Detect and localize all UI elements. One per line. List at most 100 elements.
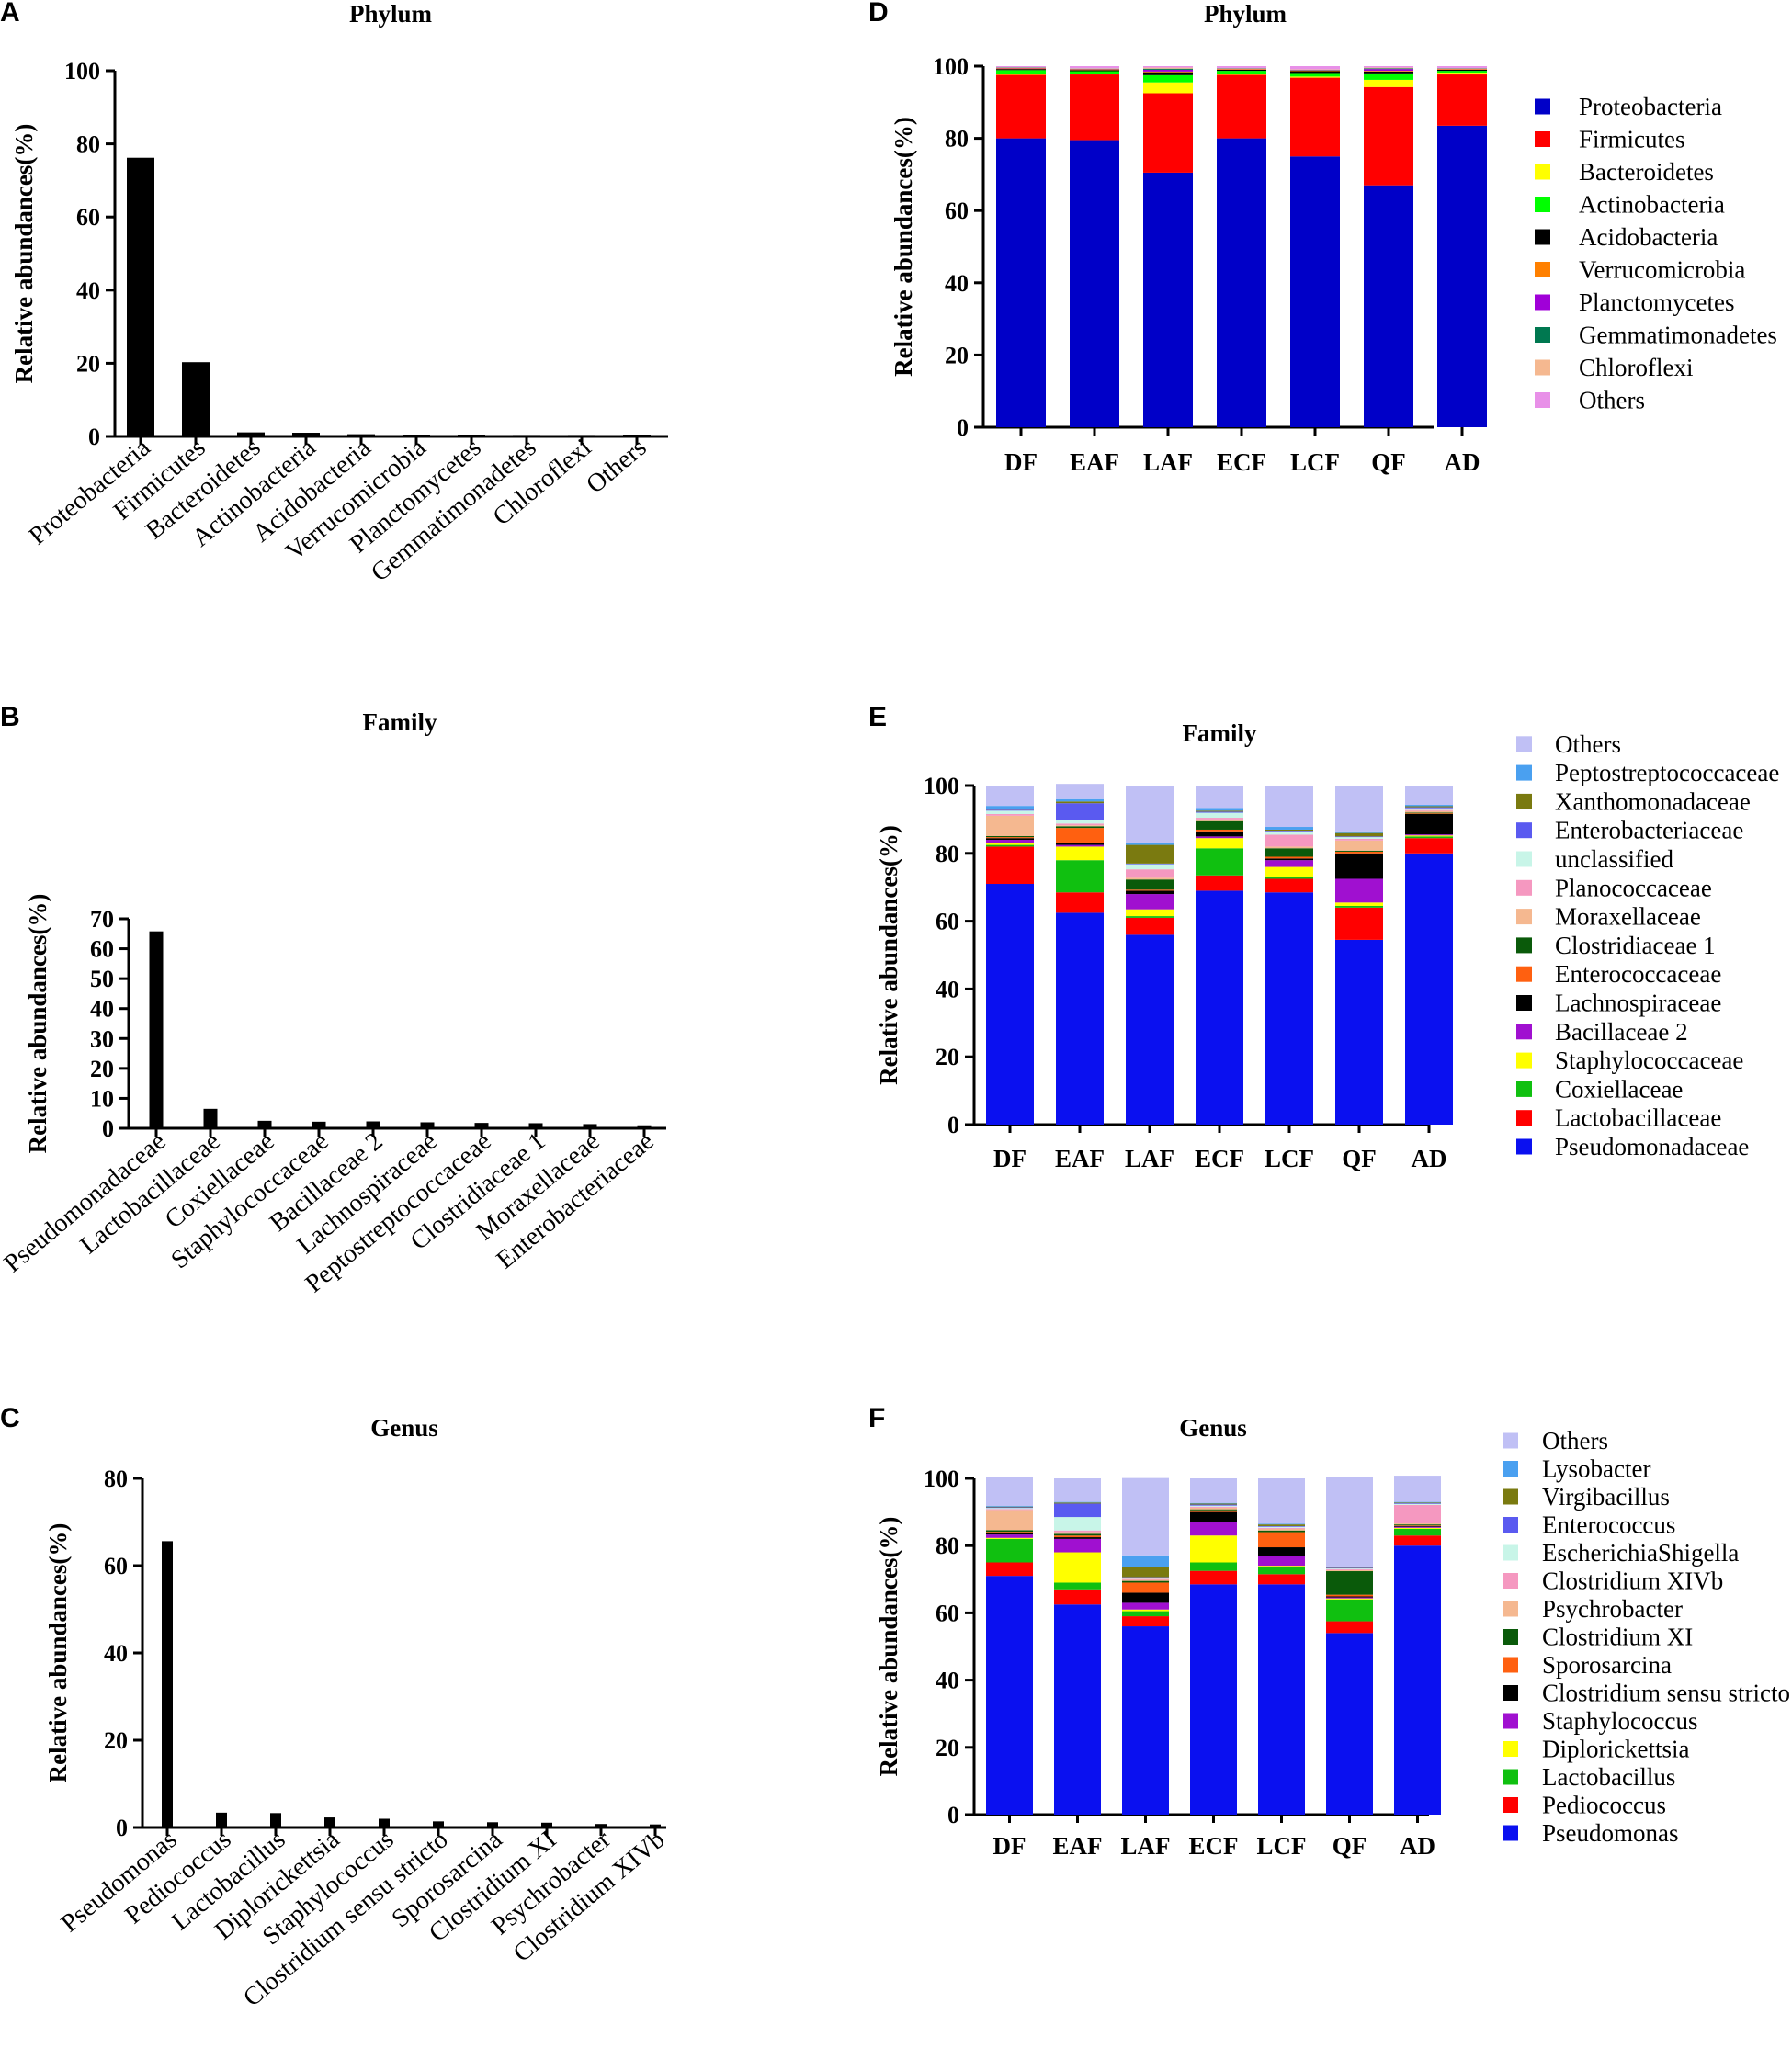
segment-lcf-clostridiaceae-1: [1265, 848, 1313, 857]
segment-df-others: [986, 1477, 1033, 1507]
legend-swatch-staphylococcus: [1503, 1713, 1518, 1729]
segment-ad-staphylococcus: [1394, 1526, 1441, 1528]
segment-lcf-virgibacillus: [1258, 1524, 1305, 1526]
segment-ecf-escherichiashigella: [1190, 1505, 1237, 1507]
y-tick-label: 100: [64, 58, 100, 85]
legend-swatch-xanthomonadaceae: [1516, 793, 1532, 809]
legend-label: Pseudomonadaceae: [1555, 1133, 1749, 1160]
segment-qf-chloroflexi: [1364, 67, 1413, 69]
segment-qf-lachnospiraceae: [1335, 853, 1383, 879]
bar-diplorickettsia: [324, 1817, 335, 1827]
segment-ecf-xanthomonadaceae: [1196, 810, 1243, 812]
segment-eaf-lactobacillus: [1054, 1582, 1101, 1590]
legend-label: Virgibacillus: [1542, 1483, 1670, 1511]
segment-ad-escherichiashigella: [1394, 1503, 1441, 1505]
segment-df-pseudomonas: [986, 1576, 1033, 1815]
legend-label: Proteobacteria: [1579, 93, 1722, 120]
segment-lcf-lactobacillus: [1258, 1567, 1305, 1575]
segment-qf-enterococcus: [1326, 1567, 1373, 1569]
legend: Proteobacteria Firmicutes Bacteroidetes Act…: [1535, 93, 1777, 414]
y-tick-label: 30: [90, 1025, 114, 1052]
segment-laf-pediococcus: [1122, 1616, 1169, 1627]
segment-df-verrucomicrobia: [996, 68, 1046, 70]
segment-ecf-peptostreptococcaceae: [1196, 808, 1243, 811]
segment-laf-lactobacillaceae: [1126, 917, 1174, 935]
bar-clostridiaceae-1: [528, 1123, 543, 1128]
bar-firmicutes: [182, 362, 210, 436]
segment-eaf-others: [1070, 66, 1119, 69]
y-tick-label: 40: [104, 1640, 128, 1667]
legend-swatch-diplorickettsia: [1503, 1741, 1518, 1757]
legend-label: Lysobacter: [1542, 1455, 1650, 1483]
legend-swatch-bacillaceae-2: [1516, 1024, 1532, 1040]
y-tick-label: 60: [104, 1553, 128, 1579]
x-category-label: ECF: [1195, 1145, 1244, 1172]
legend-swatch-psychrobacter: [1503, 1601, 1518, 1617]
legend-swatch-sporosarcina: [1503, 1657, 1518, 1673]
legend-swatch-pseudomonas: [1503, 1825, 1518, 1841]
segment-df-clostridium-xivb: [986, 1509, 1033, 1511]
bar-coxiellaceae: [257, 1120, 272, 1128]
segment-qf-virgibacillus: [1326, 1567, 1373, 1568]
x-category-label: QF: [1371, 448, 1406, 476]
legend-label: Lactobacillus: [1542, 1763, 1675, 1791]
segment-qf-diplorickettsia: [1326, 1598, 1373, 1600]
legend-swatch-clostridium-xi: [1503, 1629, 1518, 1645]
segment-eaf-others: [1056, 784, 1104, 799]
segment-ad-bacillaceae-2: [1405, 834, 1453, 836]
segment-ecf-actinobacteria: [1217, 71, 1266, 74]
segment-laf-chloroflexi: [1143, 67, 1193, 69]
segment-lcf-planococcaceae: [1265, 834, 1313, 847]
segment-ad-acidobacteria: [1437, 69, 1487, 72]
bar-clostridium-xivb: [650, 1824, 661, 1827]
y-axis-label: Relative abundances(%): [44, 1523, 72, 1783]
segment-ecf-lactobacillus: [1190, 1562, 1237, 1571]
segment-df-actinobacteria: [996, 70, 1046, 74]
y-axis-label: Relative abundances(%): [24, 894, 51, 1154]
y-tick-label: 0: [88, 424, 100, 450]
segment-ecf-verrucomicrobia: [1217, 69, 1266, 70]
legend-label: Xanthomonadaceae: [1555, 787, 1751, 815]
x-category-label: LAF: [1143, 448, 1193, 476]
segment-qf-clostridium-sensu-stricto: [1326, 1596, 1373, 1598]
bar-verrucomicrobia: [403, 435, 430, 436]
bar-clostridium-sensu-stricto: [433, 1821, 444, 1827]
segment-qf-enterobacteriaceae: [1335, 836, 1383, 838]
bar-clostridium-xi: [541, 1822, 552, 1827]
bar-sporosarcina: [487, 1822, 498, 1827]
segment-lcf-others: [1258, 1478, 1305, 1524]
segment-ad-staphylococcaceae: [1405, 835, 1453, 837]
bar-peptostreptococcaceae: [474, 1123, 489, 1128]
legend-label: Diplorickettsia: [1542, 1736, 1689, 1763]
x-category-label: QF: [1333, 1832, 1367, 1860]
segment-qf-bacillaceae-2: [1335, 878, 1383, 903]
segment-qf-bacteroidetes: [1364, 79, 1413, 87]
y-tick-label: 40: [76, 277, 100, 304]
segment-laf-clostridium-xivb: [1122, 1578, 1169, 1580]
segment-df-proteobacteria: [996, 138, 1046, 427]
legend-swatch-clostridiaceae-1: [1516, 937, 1532, 954]
segment-eaf-xanthomonadaceae: [1056, 801, 1104, 804]
chart-title: Genus: [1179, 1414, 1247, 1442]
segment-qf-gemmatimonadetes: [1364, 68, 1413, 70]
legend-label: Psychrobacter: [1542, 1595, 1683, 1623]
legend-label: Others: [1542, 1427, 1608, 1454]
segment-qf-pseudomonas: [1326, 1633, 1373, 1815]
segment-ecf-clostridiaceae-1: [1196, 820, 1243, 830]
segment-df-clostridium-sensu-stricto: [986, 1533, 1033, 1535]
segment-df-pediococcus: [986, 1562, 1033, 1577]
segment-lcf-enterobacteriaceae: [1265, 831, 1313, 832]
segment-ad-pseudomonadaceae: [1405, 853, 1453, 1125]
segment-lcf-lachnospiraceae: [1265, 858, 1313, 861]
legend-label: Actinobacteria: [1579, 191, 1725, 219]
x-category-label: AD: [1400, 1832, 1435, 1860]
legend-swatch-lactobacillaceae: [1516, 1110, 1532, 1126]
segment-lcf-firmicutes: [1290, 77, 1340, 157]
segment-eaf-verrucomicrobia: [1070, 69, 1119, 71]
segment-laf-pseudomonas: [1122, 1626, 1169, 1815]
segment-ad-actinobacteria: [1437, 71, 1487, 74]
segment-df-staphylococcaceae: [986, 843, 1034, 845]
segment-laf-clostridium-sensu-stricto: [1122, 1592, 1169, 1603]
segment-laf-psychrobacter: [1122, 1579, 1169, 1581]
legend-label: Peptostreptococcaceae: [1555, 759, 1779, 786]
